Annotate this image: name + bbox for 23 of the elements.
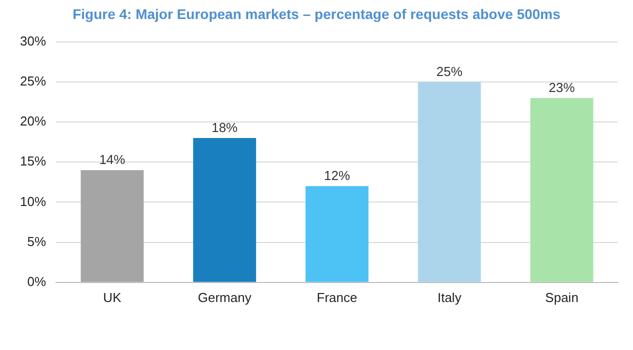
- data-label: 12%: [324, 168, 350, 184]
- y-tick-label: 5%: [27, 234, 46, 249]
- bar: [193, 138, 256, 282]
- y-tick-label: 15%: [20, 154, 46, 169]
- x-tick-label: Spain: [545, 290, 578, 305]
- bar: [418, 82, 481, 282]
- chart-title: Figure 4: Major European markets – percentage of requests above 500ms: [72, 6, 562, 22]
- y-tick-label: 10%: [20, 194, 46, 209]
- y-tick-label: 0%: [27, 274, 46, 289]
- data-label: 14%: [99, 152, 126, 168]
- bar: [530, 98, 594, 282]
- x-tick-label: Germany: [198, 290, 252, 305]
- y-tick-label: 30%: [20, 33, 46, 48]
- data-label: 25%: [436, 64, 463, 79]
- y-tick-label: 20%: [20, 114, 46, 129]
- x-tick-label: UK: [103, 290, 122, 305]
- x-tick-label: France: [316, 290, 358, 305]
- data-label: 23%: [548, 80, 576, 96]
- data-label: 18%: [212, 120, 238, 136]
- y-tick-label: 25%: [20, 73, 46, 88]
- x-tick-label: Italy: [437, 290, 462, 305]
- bar: [306, 186, 368, 282]
- bar: [80, 170, 144, 282]
